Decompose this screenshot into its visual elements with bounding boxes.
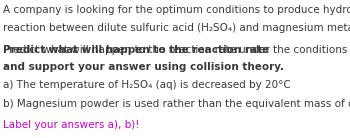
Text: b) Magnesium powder is used rather than the equivalent mass of cubes of metal.: b) Magnesium powder is used rather than … — [3, 99, 350, 109]
Text: Predict what will happen to the reaction rate: Predict what will happen to the reaction… — [3, 45, 270, 55]
Text: Predict what will happen to the reaction rate under the conditions described bel: Predict what will happen to the reaction… — [3, 45, 350, 55]
Text: a) The temperature of H₂SO₄ (aq) is decreased by 20°C: a) The temperature of H₂SO₄ (aq) is decr… — [3, 80, 291, 90]
Text: A company is looking for the optimum conditions to produce hydrogen gas using th: A company is looking for the optimum con… — [3, 5, 350, 15]
Text: and support your answer using collision theory.: and support your answer using collision … — [3, 62, 284, 72]
Text: Label your answers a), b)!: Label your answers a), b)! — [3, 120, 140, 130]
Text: reaction between dilute sulfuric acid (H₂SO₄) and magnesium metal.: reaction between dilute sulfuric acid (H… — [3, 23, 350, 33]
